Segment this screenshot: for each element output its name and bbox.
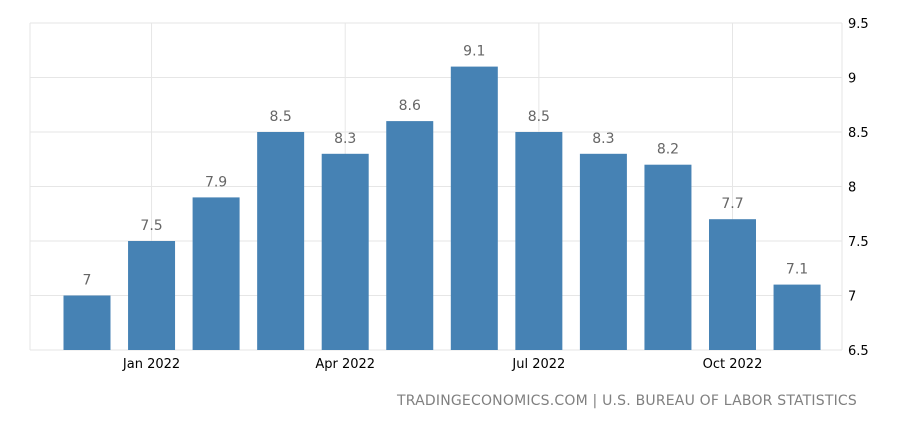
data-label: 7 (83, 273, 92, 289)
y-tick-label: 7.5 (848, 235, 869, 250)
bar (644, 164, 692, 350)
data-label: 7.7 (721, 196, 743, 212)
x-axis-ticks: Jan 2022 Apr 2022 Jul 2022 Oct 2022 (122, 357, 762, 372)
x-tick-label: Jul 2022 (511, 357, 565, 372)
bar (579, 153, 627, 350)
bars (63, 66, 821, 350)
y-tick-label: 9 (848, 72, 856, 87)
y-tick-label: 8.5 (848, 126, 869, 141)
bar (192, 197, 240, 350)
y-axis-ticks: 6.5 7 7.5 8 8.5 9 9.5 (848, 17, 869, 359)
data-label: 7.9 (205, 174, 227, 190)
data-label: 7.5 (140, 218, 162, 234)
data-label: 8.3 (334, 131, 356, 147)
bar (63, 295, 111, 350)
bar (773, 284, 821, 350)
y-tick-label: 9.5 (848, 17, 869, 32)
data-label: 8.5 (528, 109, 550, 125)
data-label: 8.3 (592, 131, 614, 147)
bar (450, 66, 498, 350)
y-tick-label: 6.5 (848, 344, 869, 359)
bar (321, 153, 369, 350)
bar (515, 132, 563, 350)
x-tick-label: Oct 2022 (703, 357, 763, 372)
data-label: 7.1 (786, 262, 808, 278)
bar (386, 121, 434, 350)
data-label: 8.2 (657, 142, 679, 158)
x-tick-label: Apr 2022 (315, 357, 375, 372)
bar (709, 219, 756, 350)
data-label: 8.5 (270, 109, 292, 125)
bar (128, 241, 176, 350)
x-tick-label: Jan 2022 (122, 357, 180, 372)
source-attribution: TRADINGECONOMICS.COM | U.S. BUREAU OF LA… (397, 393, 857, 409)
data-label: 9.1 (463, 44, 485, 60)
y-tick-label: 8 (848, 181, 856, 196)
data-labels: 7 7.5 7.9 8.5 8.3 8.6 9.1 8.5 8.3 8.2 7.7 7.1 (83, 44, 809, 289)
data-label: 8.6 (399, 98, 421, 114)
bar (257, 132, 305, 350)
y-tick-label: 7 (848, 290, 856, 305)
